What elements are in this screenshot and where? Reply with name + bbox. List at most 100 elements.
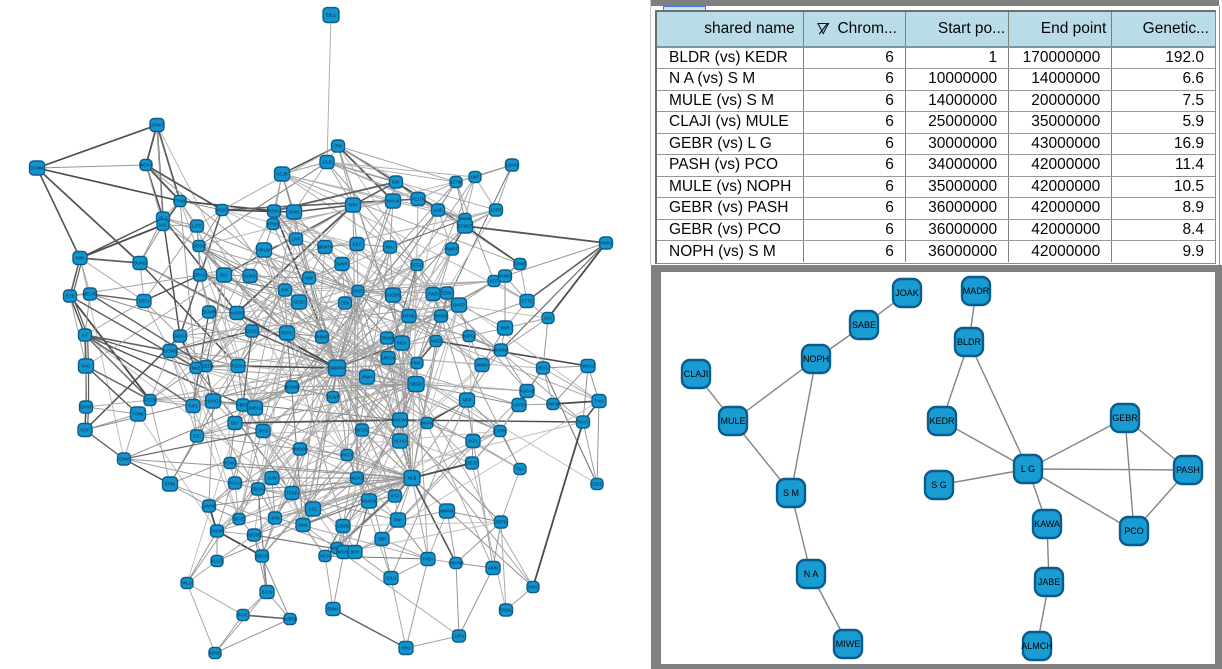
svg-text:GHNT: GHNT [80,405,92,410]
svg-text:DRAG: DRAG [194,273,206,278]
svg-text:OCJR: OCJR [276,172,287,177]
svg-text:DURO: DURO [134,261,147,266]
svg-text:JUW: JUW [267,476,276,481]
svg-text:RMC: RMC [412,361,422,366]
svg-text:IUF: IUF [82,333,89,338]
svg-text:WLU: WLU [182,581,191,586]
svg-text:GJGBO: GJGBO [386,293,401,298]
svg-text:WOKU: WOKU [139,163,152,168]
svg-text:RMRT: RMRT [446,247,458,252]
svg-text:PACU: PACU [229,481,240,486]
svg-text:UUBGD: UUBGD [282,617,297,622]
svg-text:N A: N A [804,569,819,579]
svg-text:EDW: EDW [442,291,452,296]
svg-text:PGTL: PGTL [238,613,250,618]
svg-text:FWO: FWO [428,292,439,297]
svg-text:UWHK: UWHK [203,504,216,509]
svg-text:WGHT: WGHT [338,550,351,555]
svg-text:LLTW: LLTW [451,180,462,185]
svg-text:CNKRM: CNKRM [448,561,464,566]
svg-text:CWISK: CWISK [546,402,560,407]
svg-text:GWGJ: GWGJ [174,334,187,339]
svg-text:BJK: BJK [392,180,400,185]
svg-text:ABPEI: ABPEI [237,403,249,408]
svg-text:ODJC: ODJC [466,461,477,466]
svg-text:DCWP: DCWP [327,395,340,400]
svg-text:TNUM: TNUM [381,336,394,341]
svg-text:JOAK: JOAK [895,288,919,298]
svg-text:AGAOI: AGAOI [350,476,363,481]
svg-text:OHFP: OHFP [453,303,465,308]
svg-text:HWDBO: HWDBO [292,447,309,452]
svg-text:DDAR: DDAR [256,554,268,559]
svg-text:WMIW: WMIW [435,314,448,319]
svg-text:GRFOA: GRFOA [381,356,396,361]
svg-text:UJA: UJA [544,316,552,321]
svg-text:KDKG: KDKG [244,274,256,279]
svg-text:EIUGL: EIUGL [500,608,513,613]
svg-text:WHUK: WHUK [387,199,400,204]
svg-text:EIPPP: EIPPP [494,429,507,434]
svg-text:TDSD: TDSD [286,491,297,496]
svg-text:EGI: EGI [220,273,227,278]
svg-text:HCHO: HCHO [394,439,407,444]
svg-text:GJCC: GJCC [591,482,602,487]
svg-text:REPC: REPC [281,331,293,336]
svg-text:OHM: OHM [119,457,129,462]
svg-text:BLF: BLF [231,421,239,426]
svg-text:LAIF: LAIF [434,208,443,213]
svg-text:MKE: MKE [191,366,200,371]
svg-text:ALMCH: ALMCH [1021,641,1053,651]
svg-text:FAEA: FAEA [423,557,434,562]
svg-text:OWNJ: OWNJ [600,241,612,246]
svg-text:KFP: KFP [490,279,498,284]
svg-text:RDG: RDG [538,366,547,371]
svg-text:DODII: DODII [193,244,205,249]
svg-text:NHN: NHN [298,523,307,528]
svg-text:MIWE: MIWE [836,639,861,649]
svg-text:GEBR: GEBR [1112,413,1138,423]
svg-text:AKMIU: AKMIU [498,274,511,279]
svg-text:SJLU: SJLU [386,576,396,581]
svg-text:WGEEW: WGEEW [198,364,215,369]
svg-text:DNOR: DNOR [211,529,223,534]
svg-text:MKMTF: MKMTF [318,245,333,250]
svg-text:FGOU: FGOU [232,364,244,369]
svg-text:SMMFW: SMMFW [329,366,345,371]
svg-text:AUGAB: AUGAB [520,389,535,394]
svg-text:IFGI: IFGI [391,494,399,499]
svg-text:WAFK: WAFK [421,421,433,426]
svg-text:HKLW: HKLW [258,248,270,253]
svg-text:BCMIR: BCMIR [202,310,216,315]
svg-text:FNH: FNH [394,518,403,523]
svg-text:KOWO: KOWO [223,461,237,466]
svg-text:HUORO: HUORO [229,311,245,316]
svg-text:SFAE: SFAE [234,517,245,522]
svg-text:WNCWC: WNCWC [392,418,409,423]
svg-text:ABGSO: ABGSO [247,533,263,538]
svg-text:INUK: INUK [397,341,407,346]
svg-text:PASH: PASH [1176,465,1200,475]
svg-text:CCL: CCL [309,507,318,512]
svg-text:KLCO: KLCO [211,559,223,564]
svg-text:EOB: EOB [66,294,75,299]
svg-text:PNR: PNR [501,326,510,331]
svg-text:NSACB: NSACB [362,499,377,504]
svg-text:HUHOJ: HUHOJ [206,399,220,404]
svg-text:CFGO: CFGO [411,263,424,268]
svg-text:KPWS: KPWS [267,222,280,227]
svg-text:JABE: JABE [1038,577,1061,587]
svg-text:GCH: GCH [80,428,89,433]
svg-text:S G: S G [931,480,947,490]
svg-text:MLB: MLB [408,476,417,481]
svg-text:JWBOJ: JWBOJ [248,406,262,411]
svg-text:KAWA: KAWA [1034,519,1060,529]
svg-text:UOPD: UOPD [513,403,525,408]
svg-text:HNP: HNP [305,276,314,281]
svg-text:SABE: SABE [852,320,876,330]
svg-text:KTNKF: KTNKF [173,199,187,204]
svg-text:KAG: KAG [82,364,91,369]
svg-text:URWG: URWG [150,123,163,128]
svg-text:NDGMD: NDGMD [284,385,300,390]
svg-text:DINE: DINE [353,289,363,294]
